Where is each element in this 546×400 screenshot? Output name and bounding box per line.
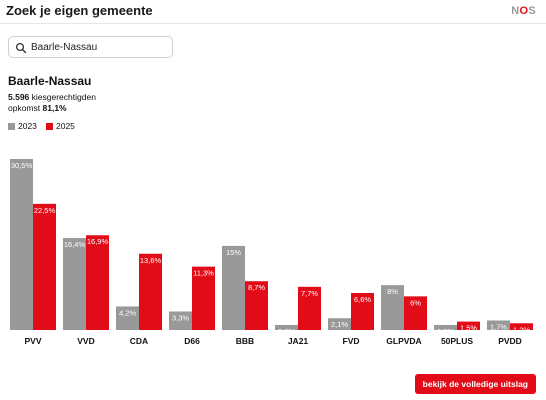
- bar-ja21-2025: [298, 286, 321, 330]
- bar-50plus-2023: [434, 324, 457, 330]
- bar-pvdd-2025: [510, 323, 533, 330]
- bar-value-label: 8,7%: [248, 283, 265, 292]
- party-label-fvd: FVD: [343, 336, 360, 346]
- party-label-ja21: JA21: [288, 336, 309, 346]
- party-label-cda: CDA: [130, 336, 148, 346]
- bar-bbb-2023: [222, 245, 245, 330]
- search-input[interactable]: [31, 39, 169, 55]
- bar-value-label: 4,2%: [119, 308, 136, 317]
- bar-cda-2023: [116, 306, 139, 330]
- bar-pvv-2025: [33, 203, 56, 330]
- party-label-vvd: VVD: [77, 336, 94, 346]
- bar-value-label: 2,1%: [331, 320, 348, 329]
- search-box[interactable]: [8, 36, 173, 58]
- bar-value-label: 1,5%: [460, 324, 477, 333]
- bar-value-label: 7,7%: [301, 289, 318, 298]
- bar-value-label: 30,5%: [11, 161, 33, 170]
- bar-value-label: 22,5%: [34, 206, 56, 215]
- bar-value-label: 3,3%: [172, 313, 189, 322]
- page-title: Zoek je eigen gemeente: [6, 3, 153, 18]
- bar-glpvda-2025: [404, 296, 427, 330]
- bar-d66-2025: [192, 266, 215, 330]
- bar-vvd-2025: [86, 235, 109, 330]
- eligible-voters-label: kiesgerechtigden: [31, 92, 96, 102]
- bar-glpvda-2023: [381, 285, 404, 330]
- turnout-label: opkomst: [8, 103, 41, 113]
- bar-value-label: 0,9%: [278, 327, 295, 336]
- bar-value-label: 11,3%: [193, 269, 214, 278]
- bar-d66-2023: [169, 311, 192, 330]
- eligible-voters-value: 5.596: [8, 92, 30, 102]
- header: Zoek je eigen gemeente NOS: [0, 0, 546, 24]
- turnout-value: 81,1%: [42, 103, 67, 113]
- legend-item-2025: 2025: [46, 121, 75, 131]
- bar-value-label: 16,9%: [87, 237, 109, 246]
- bar-value-label: 6%: [410, 298, 421, 307]
- bar-pvv-2023: [10, 159, 33, 330]
- bar-fvd-2023: [328, 318, 351, 330]
- bar-vvd-2023: [63, 238, 86, 330]
- legend-item-2023: 2023: [8, 121, 37, 131]
- party-label-d66: D66: [184, 336, 200, 346]
- party-label-bbb: BBB: [236, 336, 254, 346]
- turnout: opkomst 81,1%: [8, 103, 67, 113]
- bar-pvdd-2023: [487, 320, 510, 330]
- bar-value-label: 16,4%: [64, 240, 86, 249]
- bar-cda-2025: [139, 253, 162, 330]
- party-label-50plus: 50PLUS: [441, 336, 473, 346]
- bar-ja21-2023: [275, 324, 298, 330]
- bar-value-label: 15%: [226, 248, 241, 257]
- view-full-results-button[interactable]: bekijk de volledige uitslag: [414, 374, 536, 394]
- party-label-glpvda: GLPVDA: [386, 336, 421, 346]
- municipality-name: Baarle-Nassau: [8, 74, 92, 88]
- legend-swatch-2025: [46, 122, 53, 130]
- bar-value-label: 0,9%: [437, 327, 454, 336]
- bar-50plus-2025: [457, 321, 480, 330]
- bar-value-label: 1,2%: [513, 325, 530, 334]
- results-bar-chart: 30,5% 22,5% PVV 16,4% 16,9% VVD 4,2% 13,6% CDA 3,…: [10, 159, 533, 346]
- party-label-pvdd: PVDD: [498, 336, 522, 346]
- party-label-pvv: PVV: [24, 336, 41, 346]
- eligible-voters: 5.596 kiesgerechtigden: [8, 92, 96, 102]
- bar-value-label: 1,7%: [490, 322, 507, 331]
- bar-value-label: 6,6%: [354, 295, 371, 304]
- bar-fvd-2025: [351, 292, 374, 330]
- search-icon: [15, 42, 27, 54]
- bar-bbb-2025: [245, 281, 268, 330]
- legend-swatch-2023: [8, 122, 15, 130]
- bar-value-label: 13,6%: [140, 256, 162, 265]
- nos-logo: NOS: [511, 5, 536, 17]
- bar-value-label: 8%: [387, 287, 398, 296]
